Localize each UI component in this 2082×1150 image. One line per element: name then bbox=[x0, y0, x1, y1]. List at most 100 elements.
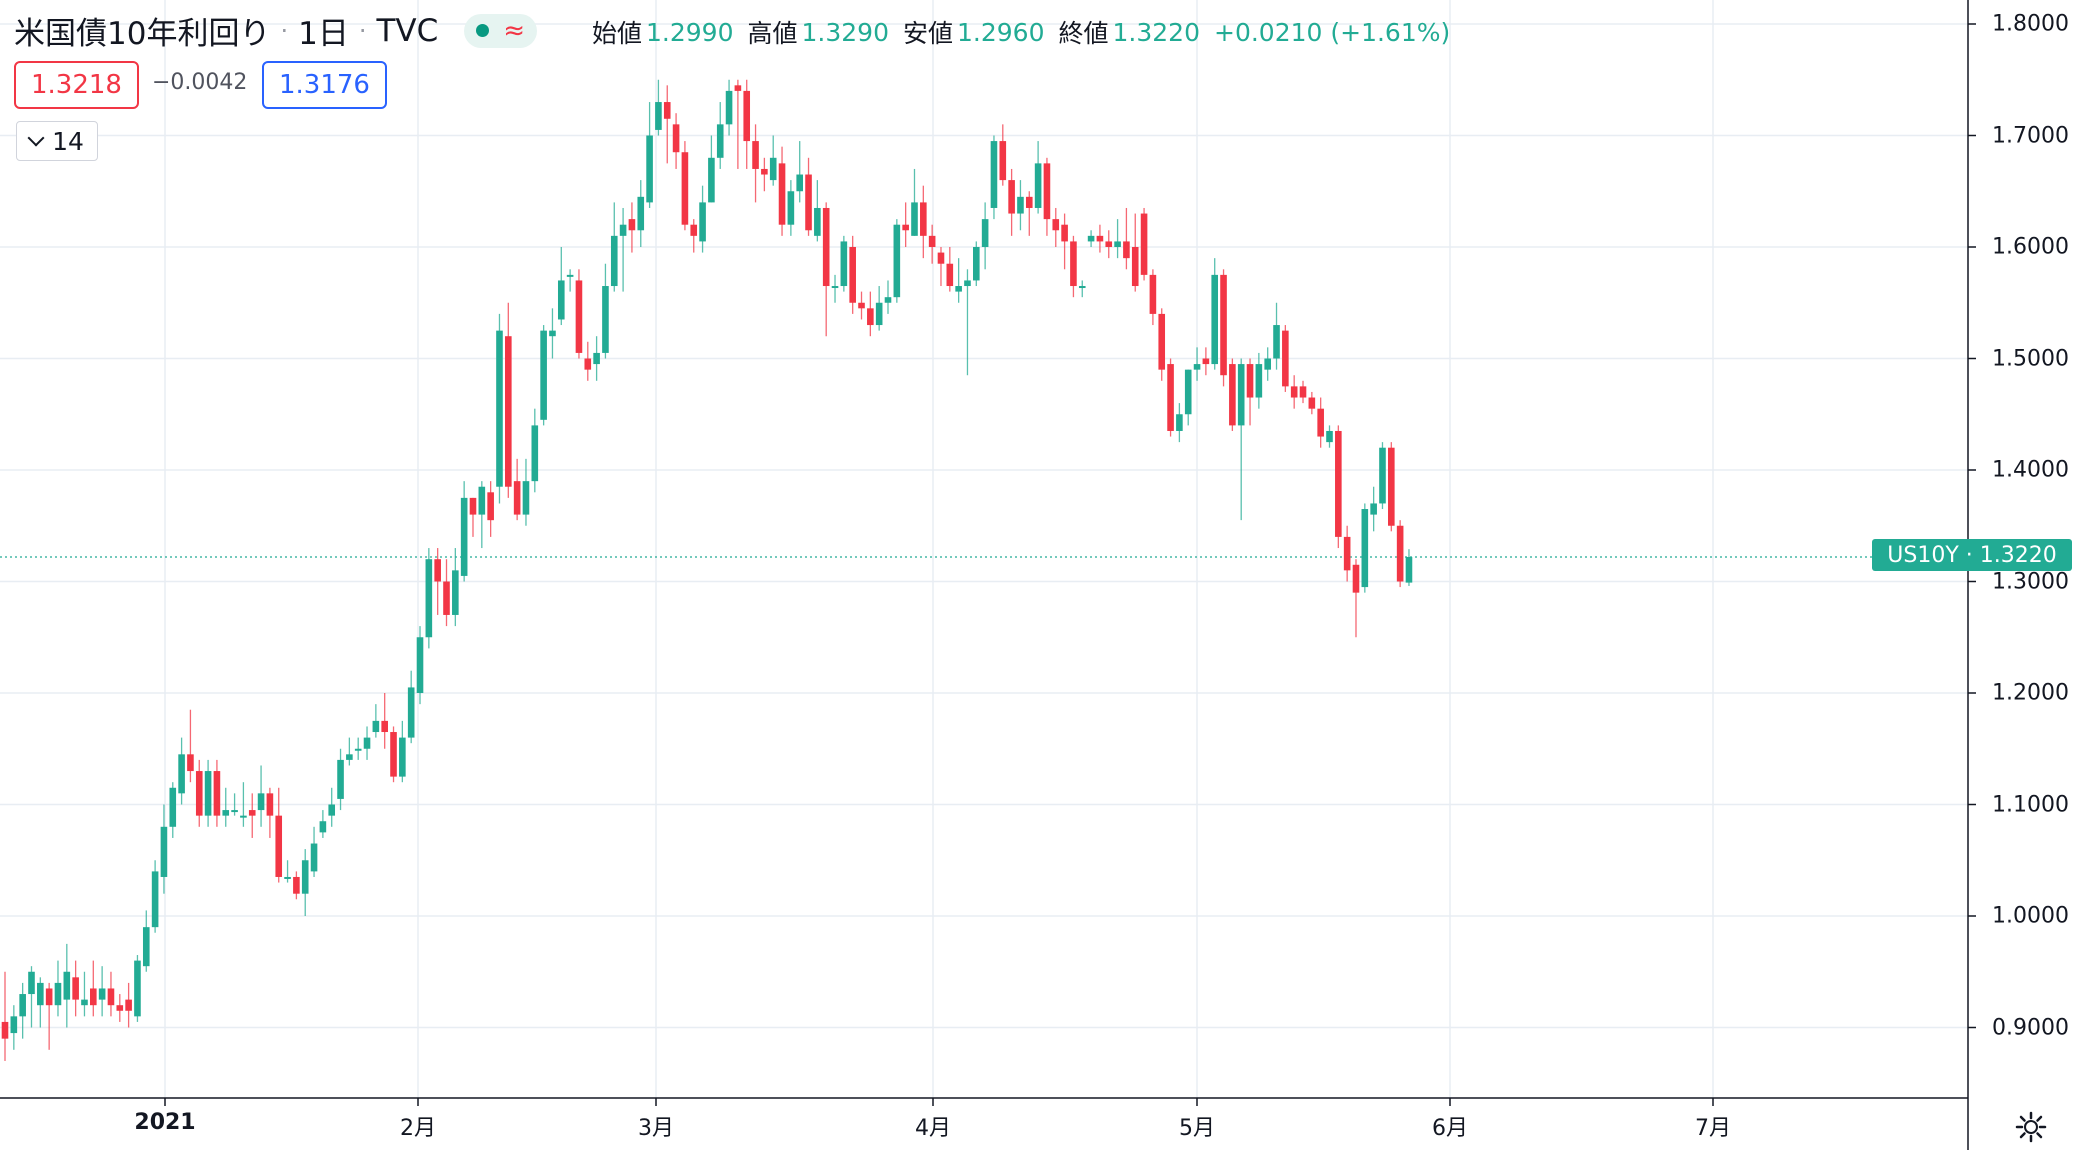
candle-body bbox=[973, 247, 980, 281]
candle bbox=[1237, 358, 1245, 521]
candle bbox=[549, 308, 556, 359]
candle bbox=[275, 787, 283, 883]
gear-icon[interactable] bbox=[2014, 1110, 2048, 1144]
candle bbox=[787, 180, 795, 236]
candle bbox=[522, 458, 530, 526]
candle-body bbox=[151, 871, 159, 928]
sell-button[interactable]: 1.3218 bbox=[14, 61, 139, 109]
candle bbox=[1370, 486, 1377, 532]
candle-body bbox=[858, 302, 865, 309]
candle bbox=[1149, 269, 1157, 326]
candle-body bbox=[354, 748, 362, 751]
candle bbox=[672, 113, 680, 169]
candle bbox=[867, 291, 874, 337]
candle-body bbox=[372, 720, 380, 733]
candle bbox=[284, 860, 291, 883]
interval-label[interactable]: 1日 bbox=[298, 16, 349, 52]
candle bbox=[1282, 325, 1289, 392]
candle bbox=[911, 168, 918, 236]
candle-body bbox=[928, 235, 936, 247]
candle-body bbox=[1193, 364, 1201, 370]
candle bbox=[107, 971, 115, 1017]
candle bbox=[575, 269, 583, 359]
candle bbox=[469, 497, 477, 537]
candle bbox=[990, 135, 998, 220]
candle bbox=[1308, 391, 1316, 415]
candle bbox=[81, 971, 88, 1017]
candle bbox=[999, 124, 1007, 186]
candle-body bbox=[319, 821, 327, 833]
candle-body bbox=[1255, 364, 1263, 398]
indicators-toggle[interactable]: 14 bbox=[16, 121, 98, 161]
candle bbox=[63, 943, 71, 1028]
candle-body bbox=[1096, 235, 1104, 242]
candle bbox=[169, 782, 177, 838]
time-tick-label: 5月 bbox=[1179, 1116, 1215, 1141]
candle-body bbox=[1140, 213, 1148, 275]
candle bbox=[937, 247, 945, 287]
candle bbox=[363, 726, 371, 760]
candle-body bbox=[222, 810, 230, 816]
candle bbox=[1167, 358, 1174, 437]
candle bbox=[425, 548, 433, 649]
candle bbox=[1246, 358, 1254, 426]
candle bbox=[178, 737, 185, 805]
candle bbox=[566, 269, 574, 292]
candle-body bbox=[1361, 509, 1369, 588]
candle-body bbox=[955, 286, 962, 292]
candle bbox=[734, 79, 742, 169]
chevron-down-icon bbox=[27, 129, 45, 147]
candle-body bbox=[1131, 247, 1139, 287]
candle-body bbox=[160, 826, 168, 877]
candle-body bbox=[637, 196, 645, 231]
buy-button[interactable]: 1.3176 bbox=[262, 61, 387, 109]
candle-body bbox=[990, 141, 998, 208]
candle-body bbox=[1158, 313, 1166, 370]
status-pill[interactable]: ≈ bbox=[464, 13, 538, 48]
candle-body bbox=[893, 224, 901, 298]
candle bbox=[928, 224, 936, 264]
candle bbox=[160, 804, 168, 894]
candle bbox=[505, 302, 512, 498]
candle-body bbox=[1343, 536, 1351, 571]
candle bbox=[213, 759, 221, 827]
candle-body bbox=[195, 771, 203, 816]
candle bbox=[54, 960, 62, 1017]
candle-body bbox=[328, 804, 336, 816]
candle-body bbox=[1282, 330, 1289, 387]
candle-body bbox=[708, 157, 715, 203]
candle bbox=[248, 793, 256, 838]
candle bbox=[416, 626, 424, 705]
close-value: 1.3220 bbox=[1112, 17, 1200, 47]
candle-body bbox=[399, 737, 406, 777]
candle bbox=[90, 960, 97, 1017]
candle bbox=[1123, 207, 1130, 270]
candle bbox=[619, 207, 627, 292]
time-tick-label: 4月 bbox=[915, 1116, 951, 1141]
candle-body bbox=[98, 988, 106, 1000]
time-tick-label: 2月 bbox=[400, 1116, 436, 1141]
live-dot-icon bbox=[476, 24, 490, 37]
candle bbox=[399, 720, 406, 783]
last-price-label: US10Y · 1.3220 bbox=[1872, 539, 2072, 571]
candle-body bbox=[1149, 274, 1157, 314]
symbol-title[interactable]: 米国債10年利回り bbox=[14, 16, 271, 52]
indicators-count: 14 bbox=[52, 126, 84, 156]
candle-body bbox=[1017, 196, 1024, 214]
candle bbox=[1343, 525, 1351, 582]
price-tick-label: 1.5000 bbox=[1992, 346, 2069, 371]
candle bbox=[434, 548, 441, 615]
candle bbox=[769, 135, 777, 186]
candle-body bbox=[814, 207, 821, 236]
candle bbox=[716, 102, 724, 169]
candle bbox=[354, 737, 362, 760]
candle-body bbox=[752, 141, 759, 169]
candle bbox=[655, 79, 662, 136]
low-label: 安値 bbox=[903, 19, 954, 48]
candle-body bbox=[134, 960, 141, 1017]
candle-body bbox=[831, 286, 839, 289]
candle bbox=[531, 408, 539, 493]
candle bbox=[1290, 375, 1298, 409]
candle bbox=[1352, 559, 1360, 638]
